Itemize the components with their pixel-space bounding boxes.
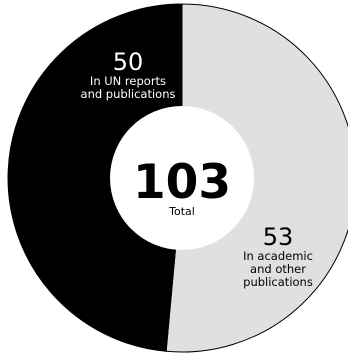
total-value: 103 — [133, 155, 231, 210]
donut-slices — [7, 3, 348, 353]
slice-academic — [165, 3, 348, 353]
slice-description-line: publications — [243, 275, 313, 289]
slice-value-label: 53 — [263, 223, 294, 251]
slice-description-line: and other — [250, 262, 306, 276]
slice-value-label: 50 — [113, 48, 144, 76]
slice-description-line: In academic — [243, 249, 313, 263]
slice-description-line: and publications — [81, 87, 176, 101]
slice-description-line: In UN reports — [90, 74, 166, 88]
slice-un-reports — [7, 3, 183, 352]
donut-center — [110, 106, 254, 250]
total-label: Total — [168, 205, 195, 218]
